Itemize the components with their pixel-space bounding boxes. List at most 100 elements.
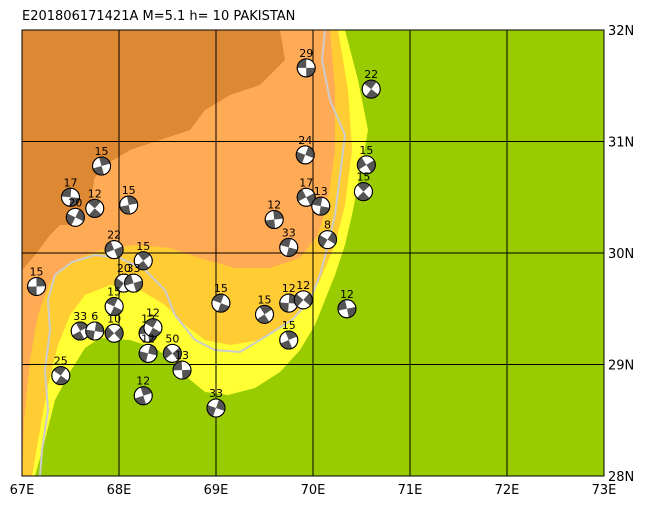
depth-label: 8 [324, 219, 331, 232]
focal-mechanism[interactable]: 17 [296, 176, 316, 207]
focal-mechanism[interactable]: 12 [279, 282, 299, 313]
depth-label: 25 [54, 355, 68, 368]
beachball-outline [353, 182, 373, 202]
compressional-quadrant [279, 294, 298, 313]
focal-mechanism[interactable]: 15 [104, 286, 124, 317]
compressional-quadrant [356, 182, 371, 201]
depth-label: 33 [282, 226, 296, 239]
latitude-label: 28N [608, 470, 634, 485]
latitude-label: 30N [608, 247, 634, 262]
beachball-outline [279, 330, 299, 350]
focal-mechanism[interactable]: 15 [119, 184, 139, 215]
depth-label: 12 [88, 187, 102, 200]
focal-mechanism[interactable]: 15 [255, 293, 274, 324]
depth-label: 17 [299, 176, 313, 189]
depth-label: 15 [122, 184, 136, 197]
compressional-quadrant [280, 330, 298, 349]
compressional-quadrant [311, 197, 330, 216]
focal-mechanism[interactable]: 12 [337, 288, 357, 319]
depth-label: 29 [299, 47, 313, 60]
compressional-quadrant [294, 293, 313, 307]
beachball-outline [85, 321, 105, 341]
beachball-outline [255, 304, 274, 324]
longitude-label: 67E [10, 483, 35, 498]
focal-mechanism[interactable]: 15 [279, 319, 299, 350]
focal-mechanism[interactable]: 33 [124, 262, 144, 293]
beachball-outline [51, 366, 71, 386]
focal-mechanism[interactable]: 17 [61, 176, 80, 207]
compressional-quadrant [145, 318, 161, 337]
focal-mechanism[interactable]: 12 [293, 279, 313, 310]
compressional-quadrant [163, 346, 182, 361]
compressional-quadrant [72, 322, 89, 341]
depth-label: 15 [214, 282, 228, 295]
compressional-quadrant [53, 366, 69, 385]
compressional-quadrant [27, 277, 46, 296]
focal-mechanism[interactable]: 10 [104, 312, 124, 343]
depth-label: 22 [364, 68, 378, 81]
depth-label: 13 [314, 185, 328, 198]
focal-mechanism[interactable]: 12 [264, 199, 284, 230]
depth-label: 12 [282, 282, 296, 295]
depth-label: 33 [209, 387, 223, 400]
focal-mechanism[interactable]: 50 [162, 332, 182, 363]
focal-mechanism[interactable]: 29 [296, 47, 316, 78]
depth-label: 15 [359, 144, 373, 157]
mountain-region [22, 30, 285, 270]
beachball-outline [61, 187, 80, 207]
compressional-quadrant [88, 199, 102, 218]
beachball-outline [104, 297, 124, 317]
beachball-outline [119, 195, 139, 215]
map-frame [21, 29, 605, 477]
focal-mechanism[interactable]: 6 [85, 310, 105, 341]
depth-label: 15 [107, 286, 121, 299]
focal-mechanism[interactable]: 22 [104, 229, 124, 260]
focal-mechanism[interactable]: 20 [65, 196, 85, 227]
focal-mechanism[interactable]: 15 [353, 171, 373, 202]
compressional-quadrant [296, 146, 315, 164]
beachball-outline [143, 318, 163, 338]
longitude-labels: 67E 68E 69E 70E 71E 72E 73E [10, 483, 617, 498]
focal-mechanism[interactable]: 15 [211, 282, 231, 313]
depth-label: 15 [282, 319, 296, 332]
focal-mechanism[interactable]: 12 [133, 375, 153, 406]
focal-mechanism[interactable]: 33 [279, 226, 299, 257]
beachball-outline [85, 198, 105, 218]
focal-mechanism[interactable]: 15 [92, 145, 112, 176]
focal-mechanism[interactable]: 13 [311, 185, 331, 216]
depth-label: 17 [64, 176, 78, 189]
focal-mechanism[interactable]: 33 [206, 387, 226, 418]
depth-label: 12 [136, 375, 150, 388]
compressional-quadrant [207, 399, 225, 417]
focal-mechanism[interactable]: 12 [138, 332, 158, 363]
beachball-outline [65, 207, 85, 227]
beachball-outline [211, 293, 231, 313]
focal-mechanism[interactable]: 8 [318, 219, 338, 250]
beachball-outline [318, 230, 338, 250]
focal-mechanism[interactable]: 22 [361, 68, 381, 99]
compressional-quadrant [66, 209, 85, 226]
compressional-quadrant [364, 80, 379, 99]
compressional-quadrant [124, 274, 143, 292]
beachball-outline [279, 237, 299, 257]
focal-mechanism[interactable]: 15 [356, 144, 376, 175]
compressional-quadrant [92, 157, 111, 176]
focal-mechanism[interactable]: 15 [27, 265, 47, 296]
compressional-quadrant [105, 326, 124, 340]
focal-mechanism[interactable]: 13 [172, 349, 192, 380]
focal-mechanism[interactable]: 15 [133, 240, 153, 271]
compressional-quadrant [297, 189, 316, 206]
beachball-outline [206, 398, 226, 418]
beachball-outline [104, 323, 124, 343]
longitude-label: 71E [398, 483, 423, 498]
compressional-quadrant [134, 386, 152, 405]
compressional-quadrant [357, 157, 376, 173]
focal-mechanism[interactable]: 12 [143, 307, 163, 338]
beachball-outline [264, 210, 284, 230]
focal-mechanism[interactable]: 24 [295, 134, 315, 165]
focal-mechanism[interactable]: 12 [85, 187, 105, 218]
focal-mechanism[interactable]: 25 [51, 355, 71, 386]
beachball-outline [162, 343, 182, 363]
depth-label: 12 [340, 288, 354, 301]
longitude-label: 68E [107, 483, 132, 498]
